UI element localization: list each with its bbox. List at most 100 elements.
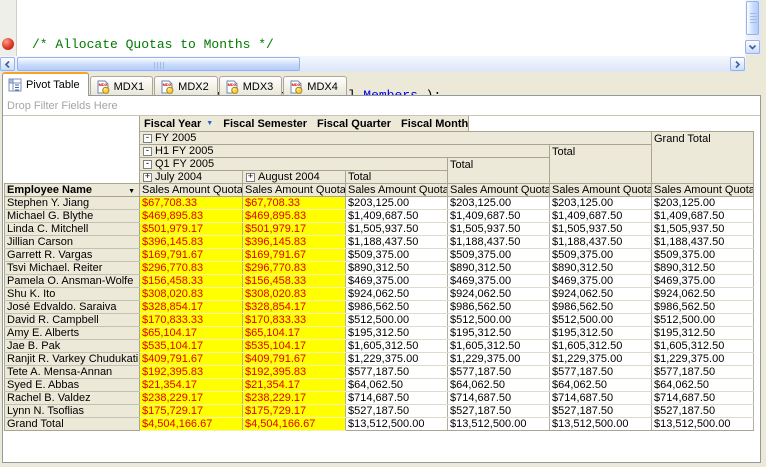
- employee-name-cell[interactable]: Stephen Y. Jiang: [4, 196, 140, 210]
- employee-name-cell[interactable]: José Edvaldo. Saraiva: [4, 300, 140, 314]
- quota-value-cell[interactable]: $469,895.83: [242, 209, 346, 223]
- quota-value-cell[interactable]: $714,687.50: [549, 391, 652, 405]
- measure-header[interactable]: Sales Amount Quota: [650, 183, 755, 197]
- quota-value-cell[interactable]: $469,375.00: [549, 274, 652, 288]
- measure-header[interactable]: Sales Amount Quota: [447, 183, 550, 197]
- quota-value-cell[interactable]: $195,312.50: [345, 326, 448, 340]
- field-fiscal-semester[interactable]: Fiscal Semester: [223, 117, 308, 130]
- quota-value-cell[interactable]: $409,791.67: [242, 352, 346, 366]
- collapse-icon[interactable]: -: [143, 132, 152, 143]
- quota-value-cell[interactable]: $65,104.17: [139, 326, 243, 340]
- quota-value-cell[interactable]: $512,500.00: [651, 313, 755, 327]
- quota-value-cell[interactable]: $890,312.50: [549, 261, 652, 275]
- editor-horizontal-scrollbar[interactable]: [0, 56, 746, 72]
- field-dropdown-icon[interactable]: ▼: [128, 188, 135, 195]
- quota-value-cell[interactable]: $175,729.17: [139, 404, 243, 418]
- quota-value-cell[interactable]: $175,729.17: [242, 404, 346, 418]
- quota-value-cell[interactable]: $1,229,375.00: [651, 352, 755, 366]
- employee-name-cell[interactable]: Linda C. Mitchell: [4, 222, 140, 236]
- employee-name-cell[interactable]: Garrett R. Vargas: [4, 248, 140, 262]
- quota-value-cell[interactable]: $238,229.17: [242, 391, 346, 405]
- quota-value-cell[interactable]: $986,562.50: [345, 300, 448, 314]
- quota-value-cell[interactable]: $924,062.50: [651, 287, 755, 301]
- quota-value-cell[interactable]: $509,375.00: [447, 248, 550, 262]
- quota-value-cell[interactable]: $469,375.00: [447, 274, 550, 288]
- measure-header[interactable]: Sales Amount Quota: [345, 183, 448, 197]
- quota-value-cell[interactable]: $1,188,437.50: [549, 235, 652, 249]
- quota-value-cell[interactable]: $238,229.17: [139, 391, 243, 405]
- quota-value-cell[interactable]: $512,500.00: [345, 313, 448, 327]
- employee-name-cell[interactable]: Shu K. Ito: [4, 287, 140, 301]
- quota-value-cell[interactable]: $509,375.00: [651, 248, 755, 262]
- quota-value-cell[interactable]: $890,312.50: [651, 261, 755, 275]
- quota-value-cell[interactable]: $170,833.33: [242, 313, 346, 327]
- quota-value-cell[interactable]: $169,791.67: [139, 248, 243, 262]
- quota-value-cell[interactable]: $1,409,687.50: [447, 209, 550, 223]
- quota-value-cell[interactable]: $195,312.50: [447, 326, 550, 340]
- employee-name-cell[interactable]: Lynn N. Tsoflias: [4, 404, 140, 418]
- quota-value-cell[interactable]: $409,791.67: [139, 352, 243, 366]
- employee-name-cell[interactable]: Pamela O. Ansman-Wolfe: [4, 274, 140, 288]
- quota-value-cell[interactable]: $924,062.50: [345, 287, 448, 301]
- quota-value-cell[interactable]: $986,562.50: [447, 300, 550, 314]
- grand-total-header-cell[interactable]: Grand Total: [650, 131, 755, 184]
- quota-value-cell[interactable]: $156,458.33: [139, 274, 243, 288]
- quota-value-cell[interactable]: $13,512,500.00: [345, 417, 448, 431]
- quota-value-cell[interactable]: $924,062.50: [549, 287, 652, 301]
- employee-name-cell[interactable]: Grand Total: [4, 417, 140, 431]
- quota-value-cell[interactable]: $512,500.00: [447, 313, 550, 327]
- field-fiscal-month[interactable]: Fiscal Month: [401, 117, 469, 130]
- mdx-code-editor[interactable]: /* Allocate Quotas to Months */ SCOPE ( …: [0, 0, 745, 155]
- quota-value-cell[interactable]: $535,104.17: [139, 339, 243, 353]
- quota-value-cell[interactable]: $64,062.50: [345, 378, 448, 392]
- quota-value-cell[interactable]: $64,062.50: [651, 378, 755, 392]
- quota-value-cell[interactable]: $67,708.33: [242, 196, 346, 210]
- quota-value-cell[interactable]: $714,687.50: [345, 391, 448, 405]
- year-total-header-cell[interactable]: Total: [549, 144, 652, 184]
- quota-value-cell[interactable]: $714,687.50: [651, 391, 755, 405]
- quota-value-cell[interactable]: $203,125.00: [651, 196, 755, 210]
- month-member-cell[interactable]: + July 2004: [139, 170, 243, 184]
- quota-value-cell[interactable]: $1,229,375.00: [549, 352, 652, 366]
- quota-value-cell[interactable]: $192,395.83: [242, 365, 346, 379]
- quota-value-cell[interactable]: $469,375.00: [651, 274, 755, 288]
- quota-value-cell[interactable]: $1,605,312.50: [447, 339, 550, 353]
- scroll-left-button[interactable]: [0, 57, 15, 71]
- editor-vertical-scrollbar[interactable]: [745, 0, 761, 55]
- tab-mdx2[interactable]: MDX MDX2: [154, 76, 218, 96]
- employee-name-cell[interactable]: Rachel B. Valdez: [4, 391, 140, 405]
- month-member-cell[interactable]: + August 2004: [242, 170, 346, 184]
- quota-value-cell[interactable]: $527,187.50: [447, 404, 550, 418]
- quota-value-cell[interactable]: $924,062.50: [447, 287, 550, 301]
- measure-header[interactable]: Sales Amount Quota: [139, 183, 243, 197]
- quota-value-cell[interactable]: $469,895.83: [139, 209, 243, 223]
- quota-value-cell[interactable]: $509,375.00: [549, 248, 652, 262]
- expand-icon[interactable]: +: [143, 171, 152, 182]
- quota-value-cell[interactable]: $1,505,937.50: [447, 222, 550, 236]
- employee-name-cell[interactable]: Michael G. Blythe: [4, 209, 140, 223]
- quota-value-cell[interactable]: $328,854.17: [139, 300, 243, 314]
- employee-name-cell[interactable]: Amy E. Alberts: [4, 326, 140, 340]
- quota-value-cell[interactable]: $1,409,687.50: [345, 209, 448, 223]
- quota-value-cell[interactable]: $328,854.17: [242, 300, 346, 314]
- quota-value-cell[interactable]: $1,505,937.50: [345, 222, 448, 236]
- field-fiscal-year[interactable]: Fiscal Year: [144, 117, 202, 130]
- quota-value-cell[interactable]: $296,770.83: [242, 261, 346, 275]
- vertical-scrollbar-thumb[interactable]: [746, 1, 759, 35]
- quota-value-cell[interactable]: $67,708.33: [139, 196, 243, 210]
- quota-value-cell[interactable]: $535,104.17: [242, 339, 346, 353]
- employee-name-cell[interactable]: Tsvi Michael. Reiter: [4, 261, 140, 275]
- quota-value-cell[interactable]: $577,187.50: [345, 365, 448, 379]
- semester-member-cell[interactable]: - H1 FY 2005: [139, 144, 550, 158]
- quota-value-cell[interactable]: $396,145.83: [139, 235, 243, 249]
- quota-value-cell[interactable]: $1,229,375.00: [447, 352, 550, 366]
- breakpoint-margin[interactable]: [0, 0, 17, 56]
- quota-value-cell[interactable]: $396,145.83: [242, 235, 346, 249]
- tab-mdx4[interactable]: MDX MDX4: [283, 76, 347, 96]
- expand-icon[interactable]: +: [246, 171, 255, 182]
- quota-value-cell[interactable]: $509,375.00: [345, 248, 448, 262]
- quota-value-cell[interactable]: $195,312.50: [549, 326, 652, 340]
- quota-value-cell[interactable]: $1,229,375.00: [345, 352, 448, 366]
- quota-value-cell[interactable]: $577,187.50: [549, 365, 652, 379]
- quota-value-cell[interactable]: $1,605,312.50: [549, 339, 652, 353]
